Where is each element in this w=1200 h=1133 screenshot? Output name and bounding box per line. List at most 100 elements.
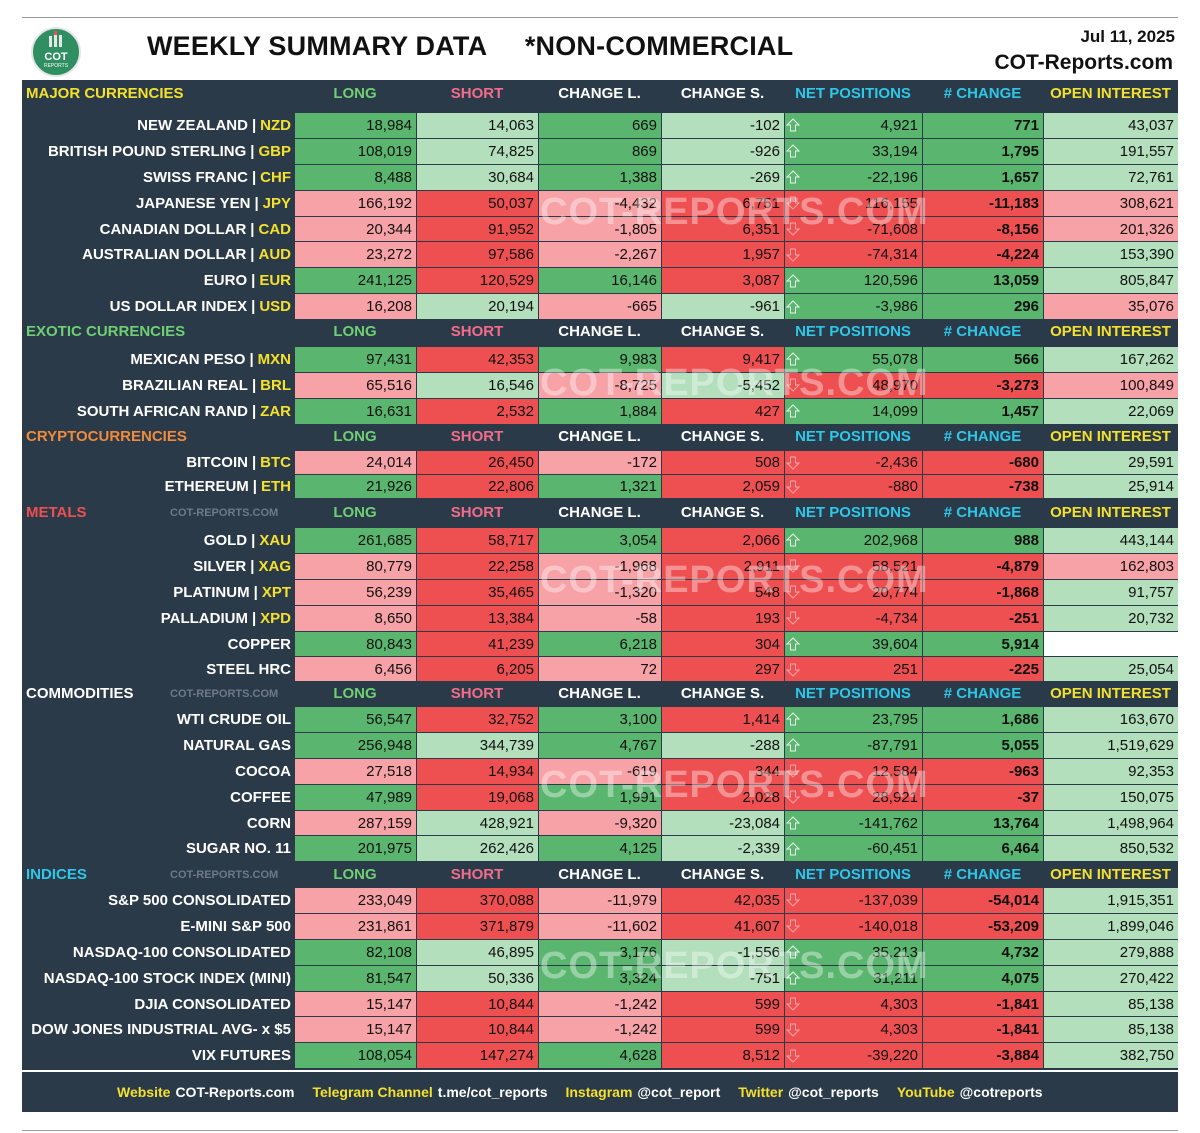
cell-change-short: 41,607 [661, 913, 784, 939]
instrument-label: BITCOIN | BTC [22, 451, 294, 474]
cell-long: 16,631 [294, 398, 416, 424]
up-arrow [785, 945, 801, 959]
net-value: 4,303 [880, 1021, 918, 1039]
table-row: PLATINUM | XPT 56,239 35,465 -1,320 548 20,774-… [22, 578, 1178, 605]
arrow-up-icon [786, 352, 800, 366]
instrument-code: ZAR [260, 402, 291, 420]
cell-change-short: 9,417 [661, 347, 784, 372]
cell-short: 13,384 [416, 605, 538, 631]
table-row: BRAZILIAN REAL | BRL 65,516 16,546 -8,725 -5,4… [22, 371, 1178, 398]
cell-pct-change: 1,657 [922, 164, 1043, 190]
cell-net-positions: 55,078 [784, 347, 922, 372]
cell-change-long: -2,267 [538, 242, 661, 268]
net-value: -71,608 [867, 220, 918, 238]
net-value: 116,155 [864, 194, 918, 212]
net-value: 12,584 [872, 762, 918, 780]
cell-change-short: 8,512 [661, 1043, 784, 1069]
cell-long: 233,049 [294, 888, 416, 913]
column-header-long: LONG [333, 685, 377, 702]
column-header-open-interest: OPEN INTEREST [1050, 323, 1171, 340]
arrow-down-icon [786, 919, 800, 934]
cell-long: 20,344 [294, 216, 416, 242]
column-header-long: LONG [333, 866, 377, 883]
instrument-label: WTI CRUDE OIL [22, 707, 294, 732]
down-arrow [785, 559, 801, 574]
column-header-pct-change: # CHANGE [943, 866, 1022, 883]
cell-long: 81,547 [294, 965, 416, 991]
arrow-down-icon [786, 196, 800, 210]
footer-link-youtube[interactable]: YouTube @cotreports [897, 1084, 1043, 1100]
cell-long: 287,159 [294, 810, 416, 836]
cell-net-positions: 116,155 [784, 190, 922, 216]
net-value: -74,314 [867, 246, 918, 264]
cell-long: 47,989 [294, 784, 416, 810]
up-arrow [785, 144, 801, 158]
cell-pct-change: 566 [922, 347, 1043, 372]
cell-net-positions: -60,451 [784, 836, 922, 862]
cell-open-interest: 85,138 [1043, 991, 1178, 1017]
cell-long: 18,984 [294, 113, 416, 138]
cell-change-long: -11,602 [538, 913, 661, 939]
instrument-name: WTI CRUDE OIL [176, 710, 291, 728]
cell-short: 147,274 [416, 1043, 538, 1069]
column-header-long: LONG [333, 85, 377, 102]
cell-short: 2,532 [416, 398, 538, 424]
column-header-change-long: CHANGE L. [558, 504, 641, 521]
table-row: ETHEREUM | ETH 21,926 22,806 1,321 2,059 -880 -7… [22, 474, 1178, 498]
instrument-name: ETHEREUM [164, 478, 249, 495]
instrument-code: XAG [258, 557, 291, 575]
up-arrow [785, 971, 801, 985]
cell-net-positions: 12,584 [784, 758, 922, 784]
down-arrow [785, 222, 801, 236]
table-row: NEW ZEALAND | NZD 18,984 14,063 669 -102 4,921 7… [22, 112, 1178, 138]
cell-open-interest: 150,075 [1043, 784, 1178, 810]
cell-change-short: 3,087 [661, 268, 784, 294]
net-value: 20,774 [872, 583, 918, 601]
table-row: SWISS FRANC | CHF 8,488 30,684 1,388 -269 -22,1… [22, 163, 1178, 190]
cell-net-positions: -74,314 [784, 242, 922, 268]
cell-long: 8,488 [294, 164, 416, 190]
table-row: SILVER | XAG 80,779 22,258 -1,968 2,911 58,521-… [22, 552, 1178, 579]
cell-long: 80,779 [294, 553, 416, 579]
cell-long: 8,650 [294, 605, 416, 631]
cell-change-short: 297 [661, 657, 784, 683]
arrow-up-icon [786, 738, 800, 752]
cell-long: 166,192 [294, 190, 416, 216]
cell-change-long: 16,146 [538, 268, 661, 294]
column-header-net-positions: NET POSITIONS [795, 504, 911, 521]
instrument-code: XPD [260, 609, 291, 627]
cell-short: 41,239 [416, 631, 538, 657]
footer-link-telegram-channel[interactable]: Telegram Channel t.me/cot_reports [312, 1084, 547, 1100]
instrument-code: AUD [258, 246, 292, 264]
cell-long: 261,685 [294, 528, 416, 553]
cell-open-interest: 443,144 [1043, 528, 1178, 553]
column-header-open-interest: OPEN INTEREST [1050, 504, 1171, 521]
net-value: 58,521 [872, 557, 918, 575]
cell-short: 20,194 [416, 294, 538, 320]
footer-link-website[interactable]: Website COT-Reports.com [117, 1084, 294, 1100]
column-header-open-interest: OPEN INTEREST [1050, 685, 1171, 702]
instrument-label: SWISS FRANC | CHF [22, 164, 294, 190]
cell-short: 10,844 [416, 991, 538, 1017]
down-arrow [785, 893, 801, 908]
cell-long: 6,456 [294, 657, 416, 683]
net-value: 251 [892, 661, 918, 679]
section-title: COMMODITIES [26, 685, 134, 702]
table-row: WTI CRUDE OIL 56,547 32,752 3,100 1,414 23,79… [22, 706, 1178, 732]
cell-change-long: 3,176 [538, 939, 661, 965]
cell-pct-change: -37 [922, 784, 1043, 810]
down-arrow [785, 997, 801, 1011]
instrument-label: NEW ZEALAND | NZD [22, 113, 294, 138]
footer-link-instagram[interactable]: Instagram @cot_report [565, 1084, 720, 1100]
instrument-name: SOUTH AFRICAN RAND [76, 402, 248, 420]
footer-link-twitter[interactable]: Twitter @cot_reports [738, 1084, 879, 1100]
table-row: COFFEE 47,989 19,068 1,991 2,028 28,921 -37 150… [22, 783, 1178, 810]
table-row: JAPANESE YEN | JPY 166,192 50,037 -4,432 6,751… [22, 189, 1178, 216]
cell-change-short: -926 [661, 138, 784, 164]
cell-pct-change: 4,732 [922, 939, 1043, 965]
cell-pct-change: 5,914 [922, 631, 1043, 657]
instrument-code: XPT [261, 583, 291, 601]
net-value: -87,791 [867, 736, 918, 754]
arrow-down-icon [786, 997, 800, 1011]
logo-text: COT [44, 51, 68, 63]
